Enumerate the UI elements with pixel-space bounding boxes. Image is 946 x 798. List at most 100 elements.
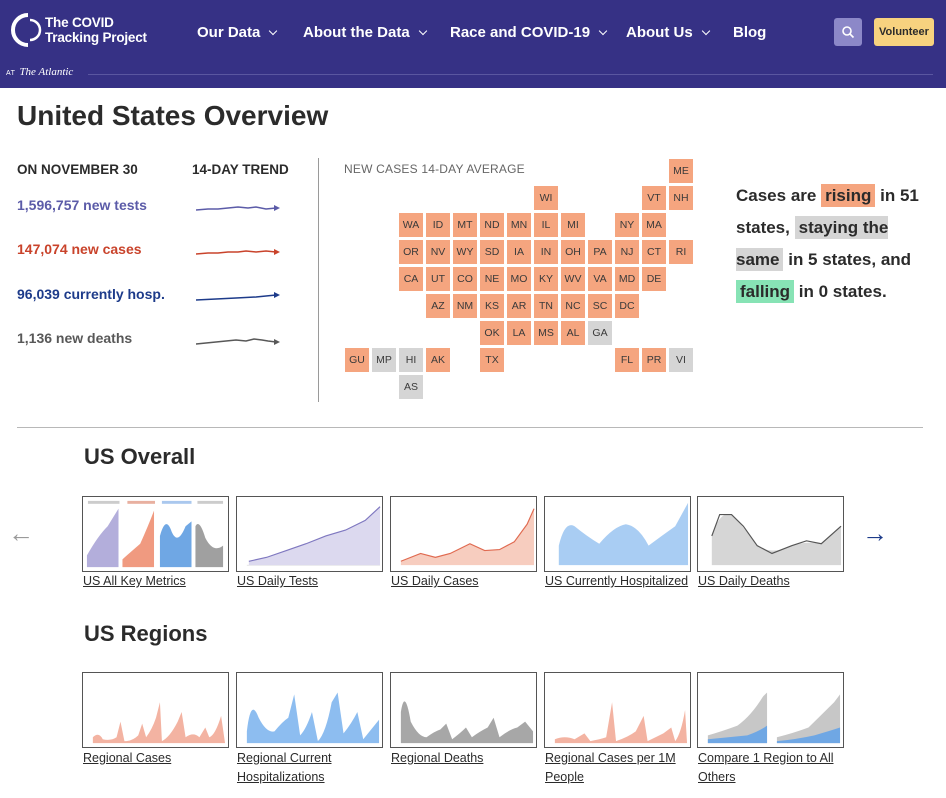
thumb-label[interactable]: Regional Cases bbox=[83, 751, 172, 765]
atlantic-link[interactable]: AT The Atlantic bbox=[6, 66, 73, 78]
thumb-regional-cases[interactable] bbox=[82, 672, 229, 748]
state-tile-ne[interactable]: NE bbox=[480, 267, 504, 291]
state-tile-wa[interactable]: WA bbox=[399, 213, 423, 237]
thumb-label[interactable]: Compare 1 Region to All Others bbox=[698, 751, 834, 784]
state-tile-wi[interactable]: WI bbox=[534, 186, 558, 210]
stat-currently-hosp: 96,039 currently hosp. bbox=[17, 286, 165, 302]
site-logo[interactable]: The COVID Tracking Project bbox=[45, 15, 147, 45]
state-tile-mo[interactable]: MO bbox=[507, 267, 531, 291]
state-tile-or[interactable]: OR bbox=[399, 240, 423, 264]
thumb-us-daily-deaths[interactable] bbox=[697, 496, 844, 572]
state-tile-gu[interactable]: GU bbox=[345, 348, 369, 372]
state-tile-sd[interactable]: SD bbox=[480, 240, 504, 264]
state-tile-tn[interactable]: TN bbox=[534, 294, 558, 318]
nav-blog[interactable]: Blog bbox=[733, 24, 766, 41]
search-button[interactable] bbox=[834, 18, 862, 46]
state-tile-il[interactable]: IL bbox=[534, 213, 558, 237]
state-tile-az[interactable]: AZ bbox=[426, 294, 450, 318]
state-tile-id[interactable]: ID bbox=[426, 213, 450, 237]
nav-about-the-data[interactable]: About the Data bbox=[303, 24, 427, 41]
thumb-us-all-key-metrics[interactable] bbox=[82, 496, 229, 572]
nav-race-and-covid[interactable]: Race and COVID-19 bbox=[450, 24, 608, 41]
thumb-us-daily-cases[interactable] bbox=[390, 496, 537, 572]
state-tile-mn[interactable]: MN bbox=[507, 213, 531, 237]
thumb-us-currently-hospitalized[interactable] bbox=[544, 496, 691, 572]
thumb-regional-cases-per-1m[interactable] bbox=[544, 672, 691, 748]
state-tile-ok[interactable]: OK bbox=[480, 321, 504, 345]
thumb-label[interactable]: Regional Current Hospitalizations bbox=[237, 751, 332, 784]
state-tile-nv[interactable]: NV bbox=[426, 240, 450, 264]
summary-text: in 5 states, and bbox=[788, 250, 912, 269]
state-tile-tx[interactable]: TX bbox=[480, 348, 504, 372]
state-tile-md[interactable]: MD bbox=[615, 267, 639, 291]
state-tile-dc[interactable]: DC bbox=[615, 294, 639, 318]
state-tile-wv[interactable]: WV bbox=[561, 267, 585, 291]
thumb-label[interactable]: Regional Deaths bbox=[391, 751, 484, 765]
state-tile-nc[interactable]: NC bbox=[561, 294, 585, 318]
nav-label: About the Data bbox=[303, 24, 410, 41]
state-tile-sc[interactable]: SC bbox=[588, 294, 612, 318]
state-tile-pr[interactable]: PR bbox=[642, 348, 666, 372]
state-tile-ar[interactable]: AR bbox=[507, 294, 531, 318]
carousel-next-arrow-icon[interactable]: → bbox=[862, 518, 888, 548]
state-tile-ks[interactable]: KS bbox=[480, 294, 504, 318]
state-tile-wy[interactable]: WY bbox=[453, 240, 477, 264]
state-tile-al[interactable]: AL bbox=[561, 321, 585, 345]
state-tile-ca[interactable]: CA bbox=[399, 267, 423, 291]
state-tile-co[interactable]: CO bbox=[453, 267, 477, 291]
state-tile-ct[interactable]: CT bbox=[642, 240, 666, 264]
state-tile-fl[interactable]: FL bbox=[615, 348, 639, 372]
thumb-label[interactable]: US Daily Tests bbox=[237, 574, 319, 588]
thumb-regional-current-hospitalizations[interactable] bbox=[236, 672, 383, 748]
state-tile-as[interactable]: AS bbox=[399, 375, 423, 399]
summary-text: in 0 states. bbox=[798, 282, 887, 301]
volunteer-button[interactable]: Volunteer bbox=[874, 18, 934, 46]
state-tile-mp[interactable]: MP bbox=[372, 348, 396, 372]
thumb-label[interactable]: Regional Cases per 1M People bbox=[545, 751, 676, 784]
state-tile-ia[interactable]: IA bbox=[507, 240, 531, 264]
thumb-compare-region[interactable] bbox=[697, 672, 844, 748]
state-tile-ky[interactable]: KY bbox=[534, 267, 558, 291]
state-tile-nd[interactable]: ND bbox=[480, 213, 504, 237]
state-tile-ms[interactable]: MS bbox=[534, 321, 558, 345]
thumb-label[interactable]: US Daily Deaths bbox=[698, 574, 790, 588]
state-tile-vt[interactable]: VT bbox=[642, 186, 666, 210]
state-tile-nj[interactable]: NJ bbox=[615, 240, 639, 264]
date-label: ON NOVEMBER 30 bbox=[17, 162, 138, 177]
state-tile-ri[interactable]: RI bbox=[669, 240, 693, 264]
tests-trend-sparkline bbox=[196, 205, 280, 211]
thumb-us-daily-tests[interactable] bbox=[236, 496, 383, 572]
state-tile-nh[interactable]: NH bbox=[669, 186, 693, 210]
state-tile-mt[interactable]: MT bbox=[453, 213, 477, 237]
search-icon bbox=[842, 26, 855, 39]
state-tile-va[interactable]: VA bbox=[588, 267, 612, 291]
nav-our-data[interactable]: Our Data bbox=[197, 24, 278, 41]
thumb-label[interactable]: US Daily Cases bbox=[391, 574, 479, 588]
thumb-label[interactable]: US Currently Hospitalized bbox=[545, 574, 689, 588]
cases-trend-sparkline bbox=[196, 249, 280, 255]
logo-ring-icon[interactable] bbox=[6, 10, 42, 50]
state-tile-ak[interactable]: AK bbox=[426, 348, 450, 372]
thumb-label[interactable]: US All Key Metrics bbox=[83, 574, 186, 588]
falling-highlight: falling bbox=[736, 280, 795, 303]
state-tile-ma[interactable]: MA bbox=[642, 213, 666, 237]
state-tile-vi[interactable]: VI bbox=[669, 348, 693, 372]
state-tile-hi[interactable]: HI bbox=[399, 348, 423, 372]
cases-summary: Cases are rising in 51 states, staying t… bbox=[736, 180, 936, 308]
state-tile-oh[interactable]: OH bbox=[561, 240, 585, 264]
overview-divider bbox=[318, 158, 319, 402]
state-tile-la[interactable]: LA bbox=[507, 321, 531, 345]
state-tile-ut[interactable]: UT bbox=[426, 267, 450, 291]
state-tile-nm[interactable]: NM bbox=[453, 294, 477, 318]
state-tile-me[interactable]: ME bbox=[669, 159, 693, 183]
state-tile-ga[interactable]: GA bbox=[588, 321, 612, 345]
state-tile-in[interactable]: IN bbox=[534, 240, 558, 264]
thumb-regional-deaths[interactable] bbox=[390, 672, 537, 748]
logo-line-2: Tracking Project bbox=[45, 30, 147, 45]
carousel-prev-arrow-icon[interactable]: ← bbox=[8, 518, 34, 548]
state-tile-de[interactable]: DE bbox=[642, 267, 666, 291]
state-tile-mi[interactable]: MI bbox=[561, 213, 585, 237]
state-tile-pa[interactable]: PA bbox=[588, 240, 612, 264]
state-tile-ny[interactable]: NY bbox=[615, 213, 639, 237]
nav-about-us[interactable]: About Us bbox=[626, 24, 710, 41]
